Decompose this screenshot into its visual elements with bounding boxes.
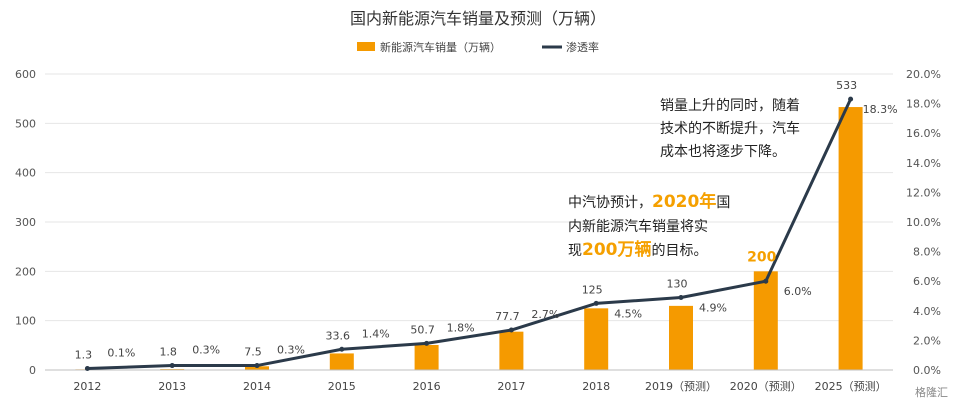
bar-value-label: 533 [836, 79, 857, 92]
line-value-label: 6.0% [784, 285, 812, 298]
bar-value-label: 1.8 [159, 346, 177, 359]
line-value-label: 4.9% [699, 301, 727, 314]
y-right-tick-label: 16.0% [906, 127, 941, 140]
line-value-label: 4.5% [614, 307, 642, 320]
y-right-tick-label: 12.0% [906, 186, 941, 199]
line-value-label: 18.3% [863, 103, 898, 116]
y-left-tick-label: 500 [15, 117, 36, 130]
y-right-tick-label: 20.0% [906, 68, 941, 81]
annotation-cost-line1: 销量上升的同时，随着 [660, 98, 800, 114]
y-left-tick-label: 600 [15, 68, 36, 81]
y-left-tick-label: 400 [15, 167, 36, 180]
line-point [339, 346, 345, 352]
y-left-tick-label: 100 [15, 315, 36, 328]
line-value-label: 1.8% [447, 321, 475, 334]
bar-value-label: 50.7 [410, 323, 435, 336]
legend: 新能源汽车销量（万辆） 渗透率 [357, 40, 599, 54]
y-axis-right: 0.0% 2.0% 4.0% 6.0% 8.0% 10.0% 12.0% 14.0% 16.0%… [906, 68, 941, 377]
annotation-cost-line2: 技术的不断提升，汽车 [660, 120, 800, 137]
line-point [424, 340, 430, 346]
y-right-tick-label: 2.0% [913, 334, 941, 347]
line-point [678, 294, 684, 300]
line-value-label: 1.4% [362, 327, 390, 340]
bar-value-label: 130 [667, 277, 688, 290]
annotation-2020-forecast-line2: 内新能源汽车销量将实 [568, 218, 708, 235]
bar-value-label: 125 [582, 283, 603, 296]
y-right-tick-label: 4.0% [913, 305, 941, 318]
bar [584, 308, 609, 370]
line-value-label: 0.1% [107, 347, 135, 360]
bars [75, 107, 863, 370]
bar [838, 107, 863, 370]
x-tick-label: 2019（预测） [645, 380, 717, 393]
bar [753, 271, 778, 370]
x-tick-label: 2025（预测） [815, 380, 887, 393]
annotation-2020-forecast-line3: 现200万辆的目标。 [568, 239, 708, 260]
x-tick-label: 2017 [497, 380, 525, 393]
line-point [169, 363, 175, 369]
line-value-labels: 0.1% 0.3% 0.3% 1.4% 1.8% 2.7% 4.5% 4.9% 6.0% 18.3… [107, 103, 897, 359]
x-tick-label: 2015 [328, 380, 356, 393]
legend-swatch-bars [357, 42, 375, 51]
line-point [848, 96, 854, 102]
x-tick-label: 2014 [243, 380, 271, 393]
x-axis-ticks: 2012 2013 2014 2015 2016 2017 2018 2019（预测） 2020… [73, 380, 886, 393]
legend-label-bars: 新能源汽车销量（万辆） [380, 40, 501, 54]
bar-value-label: 200 [747, 249, 776, 265]
x-tick-label: 2013 [158, 380, 186, 393]
annotation-cost-line3: 成本也将逐步下降。 [660, 144, 786, 160]
y-right-tick-label: 18.0% [906, 98, 941, 111]
line-point [593, 300, 599, 306]
y-left-tick-label: 200 [15, 265, 36, 278]
bar-value-label: 77.7 [495, 310, 520, 323]
x-tick-label: 2012 [73, 380, 101, 393]
annotation-2020-forecast-line1: 中汽协预计，2020年国 [568, 191, 730, 212]
y-left-tick-label: 0 [29, 364, 36, 377]
legend-label-line: 渗透率 [566, 40, 599, 54]
x-tick-label: 2020（预测） [730, 380, 802, 393]
bar-value-label: 1.3 [75, 349, 93, 362]
line-value-label: 0.3% [277, 344, 305, 357]
line-point [254, 363, 260, 369]
bar [669, 305, 693, 370]
bar [329, 353, 354, 370]
penetration-line [87, 98, 852, 371]
y-right-tick-label: 6.0% [913, 275, 941, 288]
y-right-tick-label: 0.0% [913, 364, 941, 377]
bar-value-labels: 1.3 1.8 7.5 33.6 50.7 77.7 125 130 200 533 [75, 79, 857, 361]
bar [414, 344, 439, 370]
line-point [763, 278, 769, 284]
line-value-label: 0.3% [192, 344, 220, 357]
line-point [508, 327, 514, 333]
x-tick-label: 2018 [582, 380, 610, 393]
bar-value-label: 33.6 [326, 329, 351, 342]
y-axis-left: 0 100 200 300 400 500 600 [15, 68, 36, 377]
y-right-tick-label: 14.0% [906, 157, 941, 170]
y-right-tick-label: 8.0% [913, 246, 941, 259]
bar [245, 366, 269, 370]
x-tick-label: 2016 [413, 380, 441, 393]
watermark: 格隆汇 [915, 385, 948, 399]
bar [499, 331, 524, 370]
chart-title: 国内新能源汽车销量及预测（万辆） [350, 9, 606, 28]
line-value-label: 2.7% [531, 308, 559, 321]
penetration-line-group [84, 96, 854, 372]
y-left-tick-label: 300 [15, 216, 36, 229]
bar-value-label: 7.5 [244, 346, 262, 359]
line-point [84, 366, 90, 372]
y-right-tick-label: 10.0% [906, 216, 941, 229]
